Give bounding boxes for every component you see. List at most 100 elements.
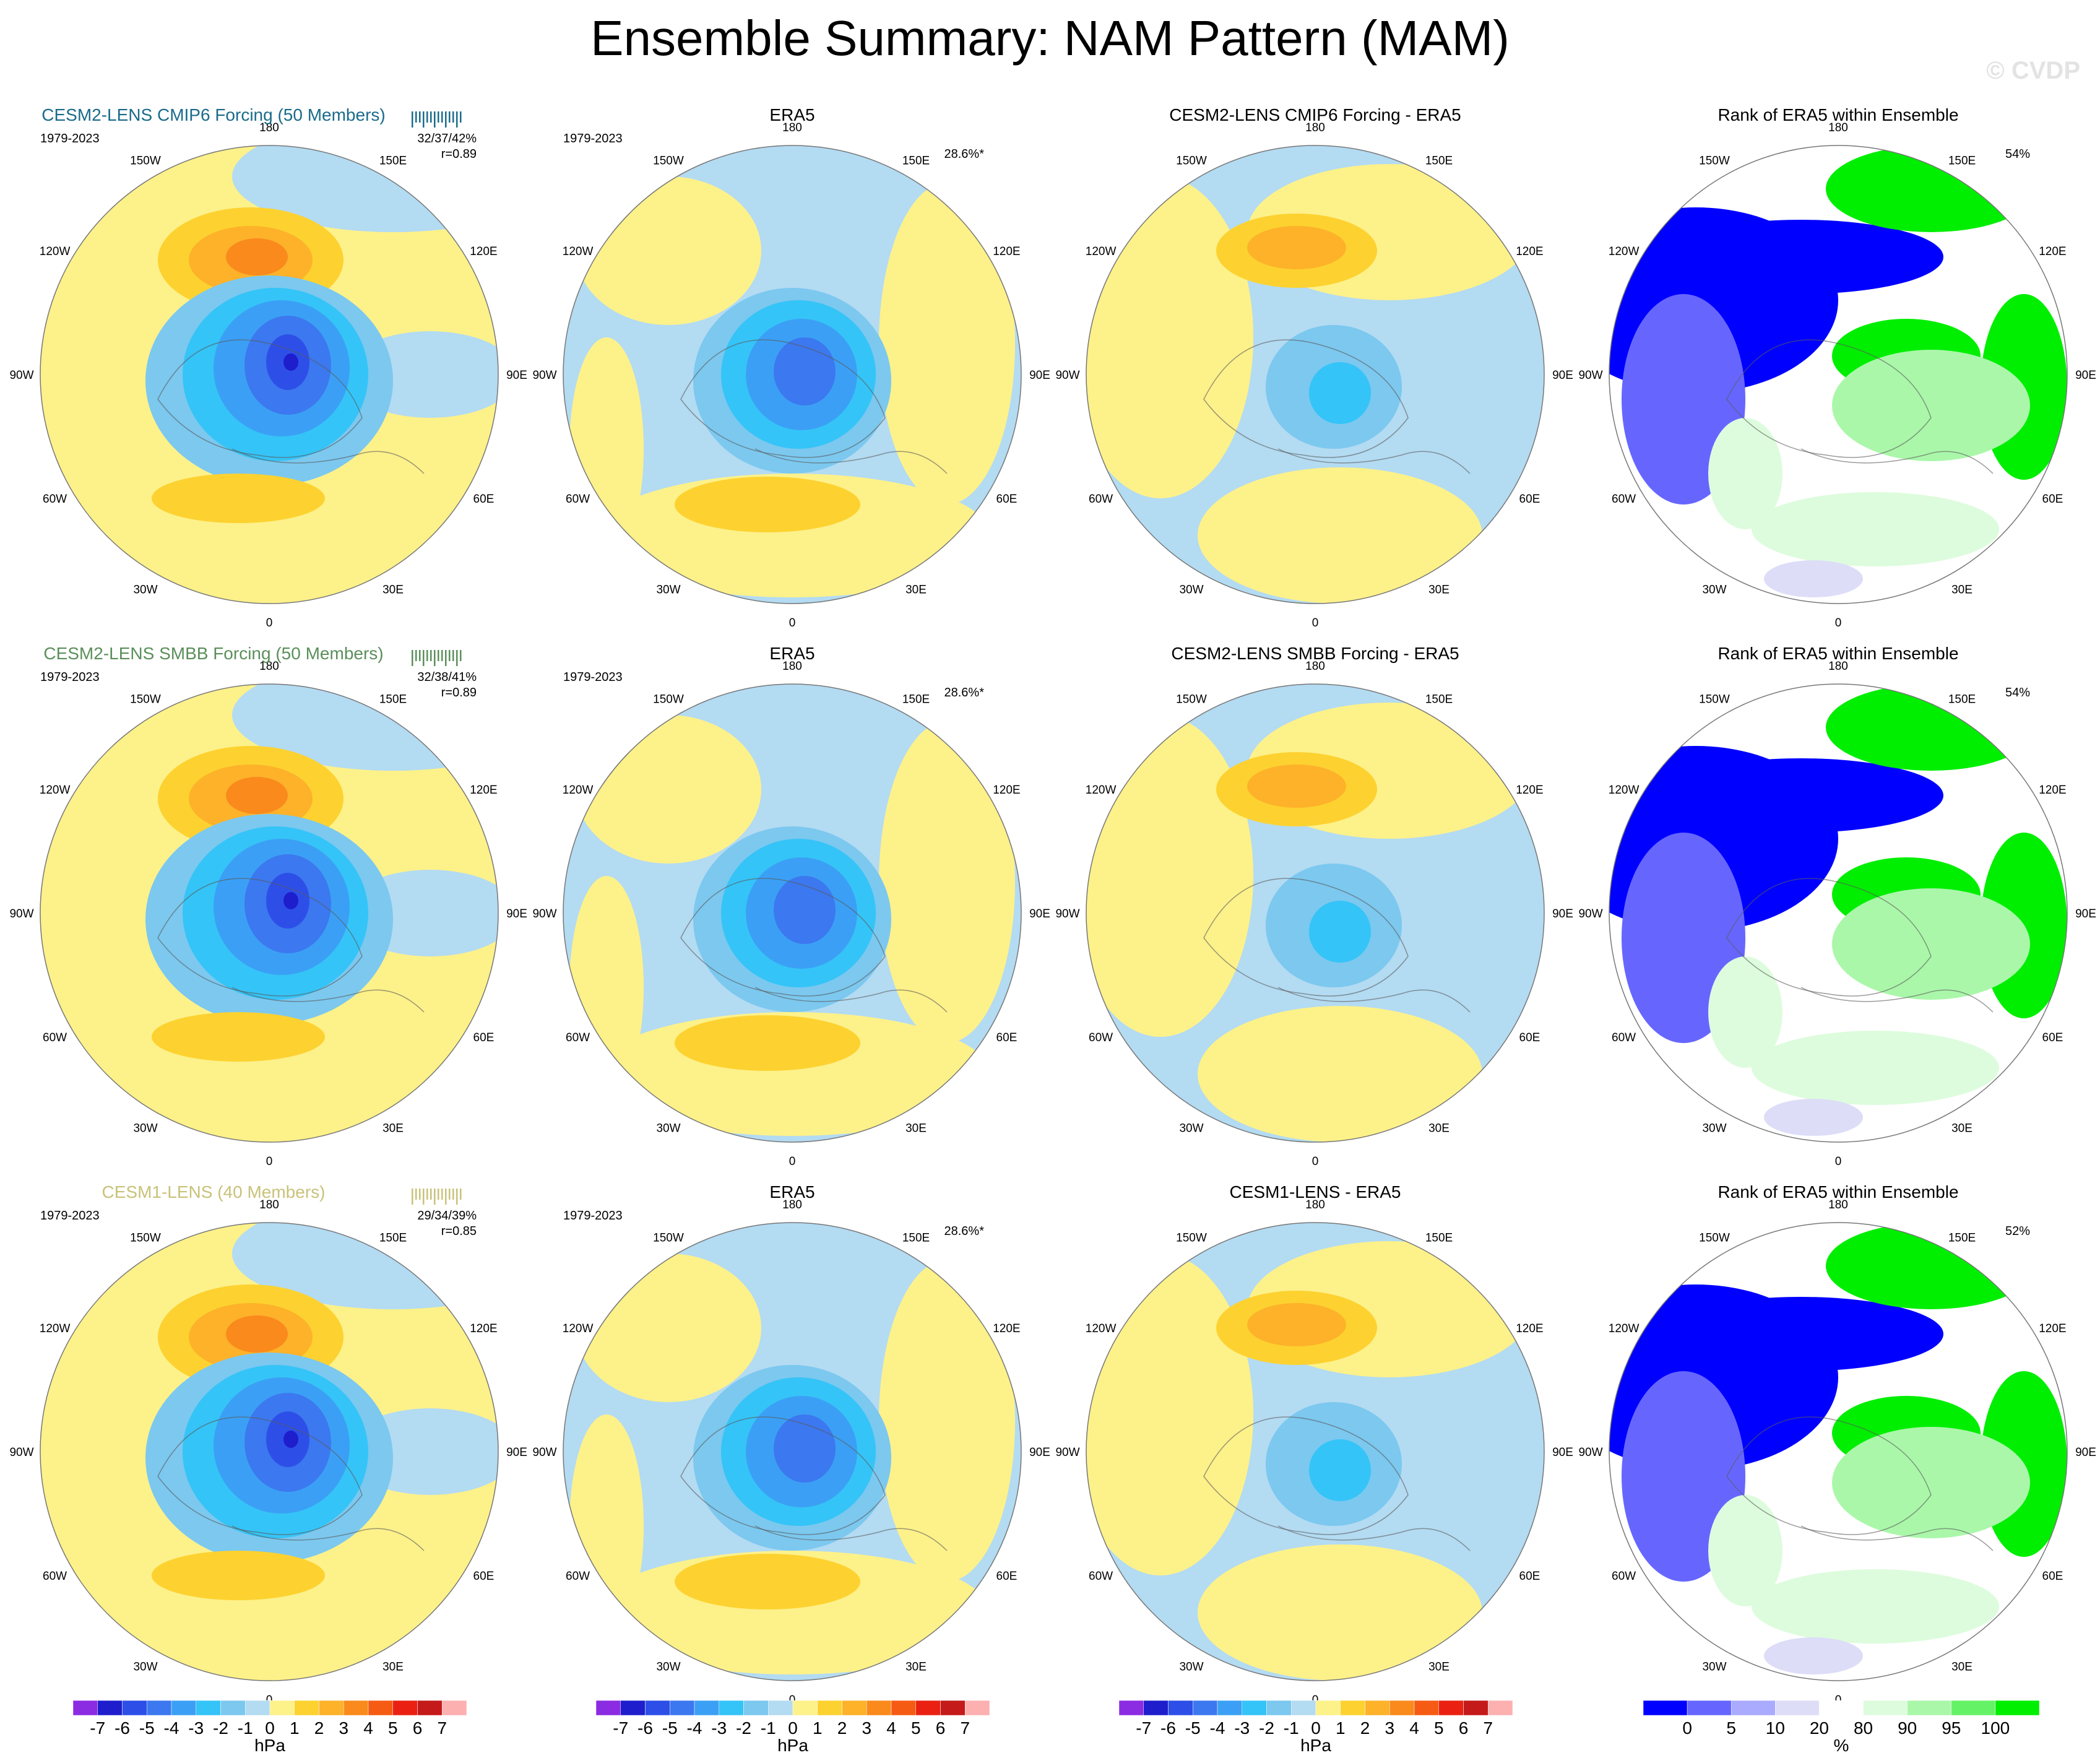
lon-label: 90W <box>532 369 556 382</box>
contour-region <box>879 721 1015 1043</box>
lon-label: 90E <box>1029 1446 1050 1459</box>
map-panel-obs: 180 150E 120E 90E 60E 30E 0 30W 60W 90W 120W 150W ER… <box>532 1182 1050 1707</box>
lon-label: 90W <box>1055 1446 1079 1459</box>
contour-region <box>1659 220 1943 294</box>
lon-label: 150E <box>1948 155 1976 168</box>
stat-tick <box>419 1189 421 1200</box>
lon-label: 0 <box>1835 1155 1842 1168</box>
coastline <box>231 1525 425 1551</box>
coastline <box>1203 878 1409 997</box>
lon-label: 60W <box>1612 493 1636 506</box>
stat-tick <box>460 111 462 123</box>
colorbar-label: 6 <box>936 1718 946 1738</box>
contour-region <box>576 1254 761 1402</box>
colorbar-swatch <box>1340 1700 1365 1716</box>
map-border <box>563 145 1022 604</box>
lon-label: 30E <box>1951 1660 1973 1673</box>
contour-region <box>1086 715 1253 1037</box>
colorbar-label: 0 <box>1311 1718 1321 1738</box>
colorbar-swatch <box>417 1700 443 1716</box>
colorbar-label: 1 <box>813 1718 823 1738</box>
lon-label: 30W <box>656 583 680 596</box>
map-field <box>1609 684 2067 1142</box>
lon-label: 120E <box>993 1322 1020 1335</box>
lon-label: 0 <box>1312 1694 1319 1707</box>
colorbar-swatch <box>1731 1700 1776 1716</box>
coastline <box>1203 1416 1409 1535</box>
lon-label: 120W <box>40 784 71 797</box>
panel-title: Rank of ERA5 within Ensemble <box>1718 105 1958 124</box>
colorbar-label: 7 <box>1483 1718 1493 1738</box>
lon-label: 150W <box>653 693 684 706</box>
lon-label: 90W <box>9 1446 33 1459</box>
colorbar-label: -4 <box>687 1718 702 1738</box>
colorbar-swatch <box>670 1700 695 1716</box>
lon-label: 180 <box>1828 121 1848 134</box>
map-panel-ens: 180 150E 120E 90E 60E 30E 0 30W 60W 90W 120W 150W CE… <box>9 644 527 1168</box>
colorbar-label: -7 <box>1136 1718 1151 1738</box>
lon-label: 150W <box>1176 155 1207 168</box>
lon-label: 120W <box>40 245 71 258</box>
stats-label: 32/38/41% <box>417 670 477 684</box>
stat-tick <box>441 111 443 123</box>
colorbar-label: 90 <box>1898 1718 1917 1738</box>
stat-tick <box>456 1189 458 1205</box>
lon-label: 60E <box>473 1031 495 1044</box>
lon-label: 150E <box>379 1232 407 1245</box>
stat-tick <box>449 650 451 661</box>
colorbar-swatch <box>915 1700 941 1716</box>
contour-region <box>1247 1303 1346 1346</box>
map-border <box>1609 145 2068 604</box>
coastline <box>1726 1416 1932 1535</box>
colorbar-swatch <box>196 1700 221 1716</box>
panel-title: CESM2-LENS CMIP6 Forcing - ERA5 <box>1169 105 1461 124</box>
stat-tick <box>456 650 458 666</box>
colorbar-label: 3 <box>339 1718 348 1738</box>
colorbar-label: -5 <box>1185 1718 1201 1738</box>
colorbar-swatch <box>1291 1700 1316 1716</box>
contour-region <box>1752 1031 1999 1105</box>
lon-label: 60E <box>996 493 1018 506</box>
lon-label: 180 <box>1828 660 1848 673</box>
contour-region <box>569 1414 644 1637</box>
colorbar-label: -7 <box>90 1718 105 1738</box>
colorbar-swatch <box>368 1700 393 1716</box>
colorbar-label: -3 <box>188 1718 204 1738</box>
map-panel-rank: 180 150E 120E 90E 60E 30E 0 30W 60W 90W 120W 150W Ra… <box>1578 105 2096 630</box>
contour-region <box>576 715 761 864</box>
stat-tick <box>452 1189 454 1200</box>
colorbar-label: -2 <box>736 1718 751 1738</box>
contour-region <box>152 1551 325 1600</box>
colorbar-swatch <box>719 1700 744 1716</box>
contour-region <box>1198 1544 1482 1681</box>
coastline <box>1726 878 1932 997</box>
lon-label: 120W <box>1086 784 1117 797</box>
contour-region <box>1198 1006 1482 1142</box>
colorbar-unit: hPa <box>1300 1736 1331 1755</box>
stat-tick <box>426 111 428 123</box>
lon-label: 120E <box>470 1322 497 1335</box>
lon-label: 60E <box>473 1570 495 1583</box>
colorbar-swatch <box>1687 1700 1732 1716</box>
colorbar-swatch <box>645 1700 670 1716</box>
colorbar-label: -4 <box>1210 1718 1225 1738</box>
colorbar-label: 4 <box>363 1718 373 1738</box>
stat-tick <box>445 111 447 128</box>
contour-region <box>1708 1495 1782 1606</box>
lon-label: 60W <box>43 1570 67 1583</box>
contour-region <box>1832 888 2030 1000</box>
contour-region <box>569 876 644 1099</box>
lon-label: 0 <box>1312 617 1319 630</box>
colorbar-label: 6 <box>413 1718 423 1738</box>
pattern-corr-label: 54% <box>2005 686 2030 700</box>
panel-title: Rank of ERA5 within Ensemble <box>1718 644 1958 663</box>
stat-tick <box>460 1189 462 1200</box>
map-panel-ens: 180 150E 120E 90E 60E 30E 0 30W 60W 90W 120W 150W CE… <box>9 1182 527 1707</box>
lon-label: 150W <box>130 1232 161 1245</box>
map-border <box>1609 683 2068 1143</box>
colorbar-swatch <box>1266 1700 1292 1716</box>
colorbar-swatch <box>768 1700 793 1716</box>
contour-region <box>283 1431 298 1448</box>
stats-ticks <box>412 650 462 666</box>
coastline <box>680 339 886 458</box>
